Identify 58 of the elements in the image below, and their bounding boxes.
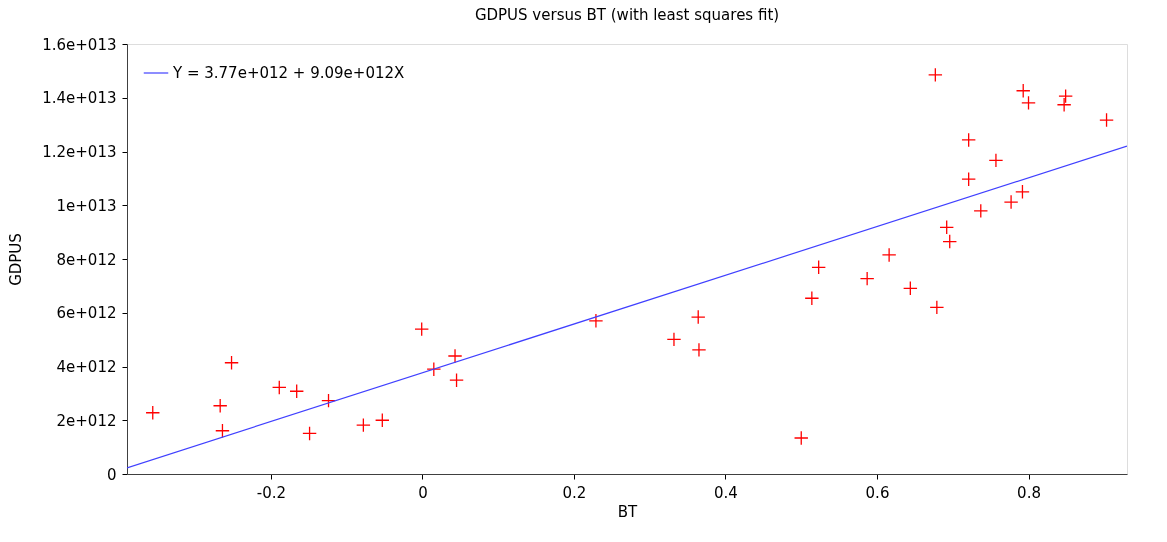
x-tick-label: 0: [418, 483, 428, 502]
point: [1021, 95, 1036, 111]
x-tick-label: 0.2: [562, 483, 587, 502]
point: [224, 355, 239, 371]
x-tick-label: 0.8: [1017, 483, 1041, 502]
point: [902, 280, 918, 296]
y-tick-label: 4e+012: [56, 358, 117, 376]
point: [881, 247, 897, 263]
chart-title: GDPUS versus BT (with least squares fit): [474, 6, 780, 24]
point: [374, 412, 390, 428]
x-tick-label: 0.4: [714, 483, 738, 502]
point: [1015, 83, 1031, 99]
point: [356, 417, 371, 433]
legend-label: Y = 3.77e+012 + 9.09e+012X: [172, 64, 405, 82]
point: [215, 423, 230, 439]
point: [321, 393, 336, 408]
point: [1058, 88, 1073, 104]
y-tick-label: 2e+012: [56, 411, 117, 430]
point: [449, 372, 464, 388]
point: [1015, 184, 1030, 200]
point: [973, 203, 989, 219]
point: [961, 132, 977, 148]
x-tick-label: 0.6: [865, 483, 890, 502]
y-tick-label: 1.2e+013: [42, 143, 117, 161]
x-axis-title: BT: [617, 502, 639, 521]
point: [1099, 112, 1114, 128]
point: [289, 383, 305, 399]
y-axis-title: GDPUS: [7, 233, 26, 286]
point: [927, 67, 943, 83]
point: [961, 171, 977, 187]
point: [811, 259, 827, 275]
point: [929, 300, 945, 315]
y-tick-label: 1.4e+013: [42, 89, 117, 108]
y-tick-label: 8e+012: [56, 250, 117, 269]
x-tick-label: -0.2: [256, 483, 287, 502]
point: [942, 234, 958, 249]
point: [691, 342, 707, 358]
point: [1056, 97, 1072, 113]
point: [414, 321, 430, 337]
point: [145, 405, 161, 421]
point: [939, 219, 955, 235]
point: [666, 332, 682, 347]
y-tick-label: 1e+013: [56, 196, 117, 215]
point: [793, 430, 809, 446]
point: [859, 271, 875, 286]
point: [804, 290, 820, 306]
point: [212, 398, 228, 414]
point: [988, 153, 1004, 168]
point: [1003, 194, 1019, 210]
point: [426, 361, 442, 377]
y-tick-label: 0: [106, 465, 117, 484]
point: [271, 380, 287, 395]
point: [302, 426, 317, 441]
point: [588, 313, 604, 329]
point: [447, 348, 463, 364]
y-tick-label: 6e+012: [56, 304, 117, 323]
point: [690, 309, 706, 325]
y-tick-label: 1.6e+013: [42, 35, 117, 54]
